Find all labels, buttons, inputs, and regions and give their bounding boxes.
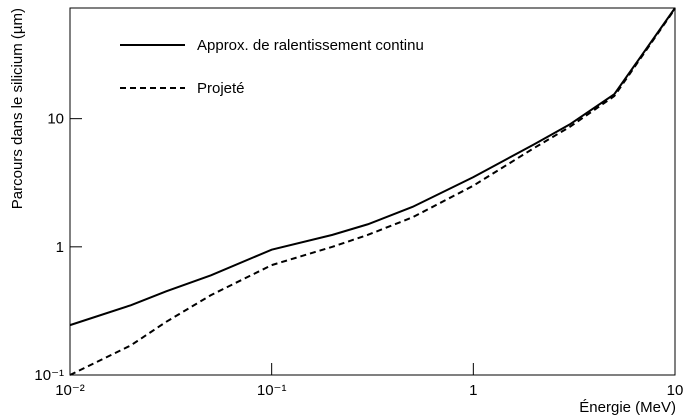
x-tick-label: 10 xyxy=(667,382,684,399)
x-axis-title: Énergie (MeV) xyxy=(579,399,676,416)
legend-label: Projeté xyxy=(197,80,245,97)
x-tick-label: 10⁻² xyxy=(55,382,85,399)
y-tick-label: 10 xyxy=(47,111,64,128)
x-tick-label: 10⁻¹ xyxy=(257,382,287,399)
line-series xyxy=(69,8,676,376)
plot-frame xyxy=(69,7,676,376)
y-tick-label: 10⁻¹ xyxy=(34,367,64,384)
x-tick-label: 1 xyxy=(469,382,477,399)
line-series xyxy=(69,7,676,327)
y-tick-label: 1 xyxy=(56,239,64,256)
y-axis-title: Parcours dans le silicium (µm) xyxy=(9,8,26,209)
legend-label: Approx. de ralentissement continu xyxy=(197,37,424,54)
